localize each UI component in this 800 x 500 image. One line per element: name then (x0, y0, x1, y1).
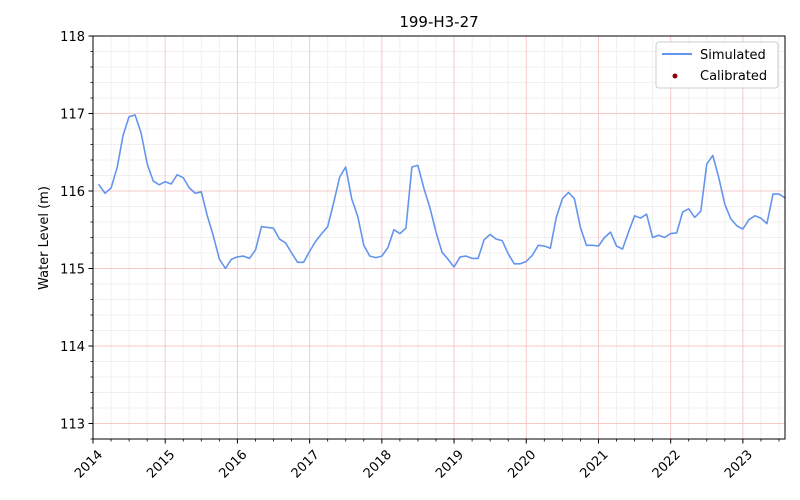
legend-calibrated-dot-icon (672, 73, 678, 79)
y-tick-label: 116 (60, 185, 85, 200)
legend-simulated-label: Simulated (700, 48, 766, 63)
y-axis-label: Water Level (m) (37, 186, 52, 290)
y-tick-label: 117 (60, 108, 85, 123)
legend-calibrated-label: Calibrated (700, 69, 767, 84)
y-tick-label: 115 (60, 263, 85, 278)
y-tick-label: 114 (60, 340, 85, 355)
y-axis: 113 114 115 116 117 118 (60, 30, 93, 440)
y-tick-label: 113 (60, 418, 85, 433)
y-tick-label: 118 (60, 30, 85, 45)
legend: Simulated Calibrated (655, 41, 779, 89)
series-layer (98, 114, 786, 270)
minor-grid (93, 36, 785, 440)
simulated-series-line (98, 114, 786, 270)
chart-title: 199-H3-27 (399, 13, 478, 31)
